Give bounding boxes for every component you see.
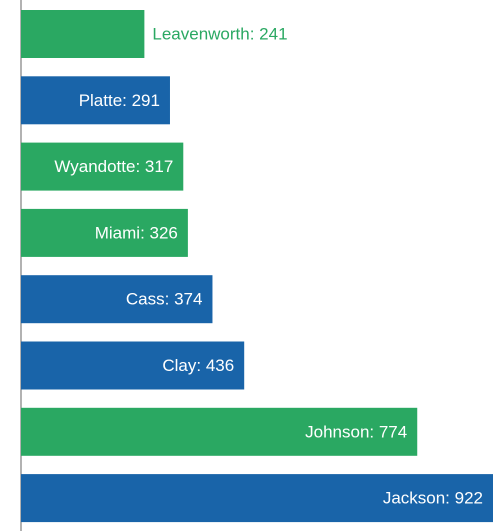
data-label: Wyandotte: 317 xyxy=(54,157,173,176)
data-label: Johnson: 774 xyxy=(305,422,407,441)
bar xyxy=(21,341,245,390)
data-label: Miami: 326 xyxy=(95,223,178,242)
bar xyxy=(21,208,188,257)
data-label: Jackson: 922 xyxy=(383,489,483,508)
data-label: Leavenworth: 241 xyxy=(152,24,287,43)
bar xyxy=(21,76,170,125)
data-label: Platte: 291 xyxy=(79,91,160,110)
bar xyxy=(21,275,213,324)
data-label: Clay: 436 xyxy=(162,356,234,375)
bar xyxy=(21,142,184,191)
data-label: Cass: 374 xyxy=(126,290,203,309)
bar xyxy=(21,10,145,58)
bar xyxy=(21,407,418,456)
bar xyxy=(21,474,493,523)
